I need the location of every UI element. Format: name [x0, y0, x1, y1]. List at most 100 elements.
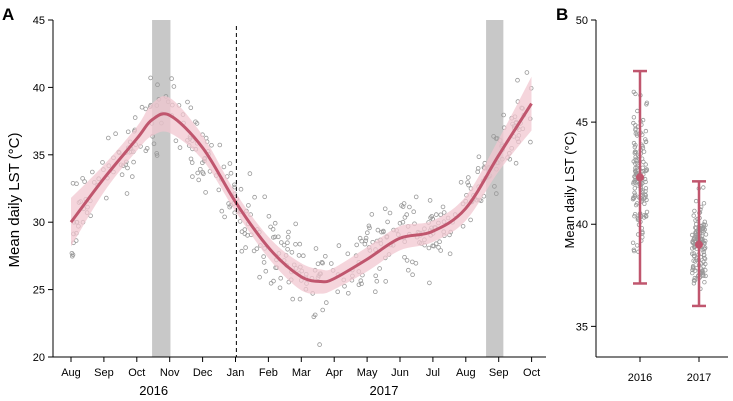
scatter-point	[401, 201, 407, 206]
dot-point	[702, 227, 707, 232]
scatter-point	[154, 151, 160, 156]
dot-point	[694, 221, 699, 227]
scatter-point	[219, 208, 225, 214]
scatter-point	[286, 229, 291, 235]
axes-b: 35 40 45 50 2016 2017	[576, 15, 728, 384]
scatter-point	[80, 176, 85, 181]
x-tick-label-a: Dec	[193, 367, 213, 379]
dot-points	[630, 89, 709, 291]
scatter-point	[268, 224, 273, 230]
dot-point	[631, 89, 636, 95]
scatter-point	[261, 254, 266, 259]
x-tick-label-a: Oct	[128, 367, 145, 379]
dot-point	[693, 268, 698, 273]
y-axis-label-a: Mean daily LST (°C)	[6, 133, 23, 268]
scatter-point	[228, 170, 234, 176]
scatter-point	[427, 280, 432, 286]
scatter-point	[232, 182, 237, 188]
dot-point	[633, 165, 638, 171]
scatter-point	[354, 242, 360, 248]
scatter-point	[413, 194, 419, 200]
dot-point	[642, 201, 647, 206]
dot-point	[641, 149, 647, 154]
scatter-point	[430, 243, 436, 249]
dot-point	[700, 247, 705, 253]
scatter-point	[227, 161, 233, 166]
scatter-point	[221, 164, 227, 170]
scatter-point	[369, 212, 375, 217]
scatter-point	[440, 204, 446, 210]
y-tick-label-a: 35	[33, 150, 45, 162]
dot-point	[690, 251, 695, 256]
scatter-point	[367, 225, 372, 231]
dot-point	[643, 139, 649, 145]
scatter-point	[222, 214, 227, 220]
dot-point	[644, 197, 649, 203]
y-tick-label-a: 40	[33, 82, 45, 94]
scatter-point	[169, 76, 174, 81]
scatter-point	[203, 190, 208, 195]
scatter-point	[144, 146, 150, 151]
scatter-point	[438, 248, 444, 253]
dot-point	[644, 209, 650, 215]
scatter-point	[358, 278, 364, 284]
dot-point	[631, 120, 636, 126]
dot-point	[690, 246, 695, 251]
x-tick-label-a: Nov	[160, 367, 180, 379]
panel-label-a: A	[2, 5, 14, 24]
scatter-point	[335, 289, 341, 295]
scatter-point	[410, 272, 415, 278]
scatter-point	[246, 203, 251, 208]
scatter-point	[270, 227, 276, 232]
dot-point	[633, 202, 639, 208]
dot-point	[701, 201, 707, 206]
scatter-point	[357, 235, 363, 241]
scatter-point	[125, 129, 131, 135]
scatter-point	[428, 215, 433, 221]
scatter-point	[372, 289, 378, 295]
scatter-point	[82, 179, 87, 184]
scatter-point	[466, 182, 471, 188]
scatter-point	[460, 224, 466, 229]
scatter-point	[268, 280, 274, 286]
scatter-point	[320, 260, 325, 266]
scatter-point	[238, 186, 244, 192]
x-tick-label-a: Jan	[227, 367, 245, 379]
scatter-point	[297, 241, 303, 247]
scatter-point	[285, 240, 290, 246]
dot-point	[632, 213, 637, 219]
shaded-period-0	[152, 20, 171, 357]
scatter-point	[185, 99, 190, 105]
dot-point	[693, 231, 698, 236]
dot-point	[632, 211, 638, 217]
dot-point	[703, 232, 709, 237]
scatter-point	[226, 201, 231, 206]
dot-point	[702, 256, 708, 261]
scatter-point	[290, 296, 296, 302]
year-label-2017: 2017	[370, 383, 399, 398]
scatter-point	[271, 278, 276, 284]
scatter-point	[359, 281, 364, 287]
x-tick-label-a: Sep	[489, 367, 509, 379]
scatter-point	[262, 194, 268, 200]
scatter-point	[247, 171, 253, 176]
scatter-point	[242, 227, 248, 232]
scatter-point	[468, 217, 473, 223]
dot-point	[632, 144, 637, 150]
scatter-point	[154, 153, 160, 158]
dot-point	[703, 273, 708, 279]
scatter-point	[148, 75, 153, 81]
dot-point	[643, 128, 649, 134]
scatter-point	[177, 145, 183, 150]
y-tick-label-b: 50	[576, 15, 588, 27]
scatter-point	[312, 312, 318, 318]
scatter-point	[433, 212, 439, 217]
panel-a: 20 25 30 35 40 45 Aug Sep Oct Nov Dec Jan Feb Mar Apr M…	[6, 15, 546, 398]
scatter-point	[257, 274, 262, 280]
scatter-point	[513, 160, 519, 166]
scatter-point	[400, 219, 406, 225]
scatter-point	[254, 246, 260, 252]
scatter-point	[524, 70, 530, 75]
scatter-point	[400, 204, 406, 209]
dot-point	[640, 117, 646, 123]
